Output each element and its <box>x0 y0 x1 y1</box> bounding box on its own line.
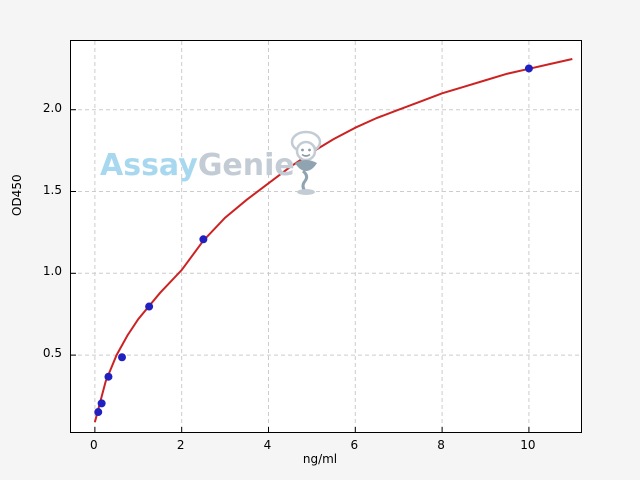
x-tick-label: 4 <box>263 438 272 452</box>
y-tick-label: 1.0 <box>42 264 62 279</box>
x-tick-label: 8 <box>437 438 445 452</box>
fit-curve <box>93 58 573 423</box>
data-point <box>524 64 533 73</box>
data-point <box>199 235 208 244</box>
y-tick-label: 2.0 <box>42 100 62 115</box>
data-point <box>118 353 126 362</box>
x-tick-label: 0 <box>90 438 98 452</box>
data-point <box>97 399 106 408</box>
data-point <box>145 302 154 311</box>
y-axis-label: OD450 <box>10 174 24 216</box>
data-point <box>104 372 113 381</box>
plot-svg <box>71 41 581 432</box>
plot-area <box>70 40 582 433</box>
x-tick-label: 2 <box>176 438 185 452</box>
data-point <box>94 408 103 417</box>
x-tick-label: 6 <box>350 438 359 452</box>
x-tick-label: 10 <box>520 438 536 452</box>
x-axis-label: ng/ml <box>302 452 338 466</box>
y-tick-label: 1.5 <box>42 182 62 197</box>
data-point <box>307 144 316 153</box>
y-tick-label: 0.5 <box>42 346 62 361</box>
